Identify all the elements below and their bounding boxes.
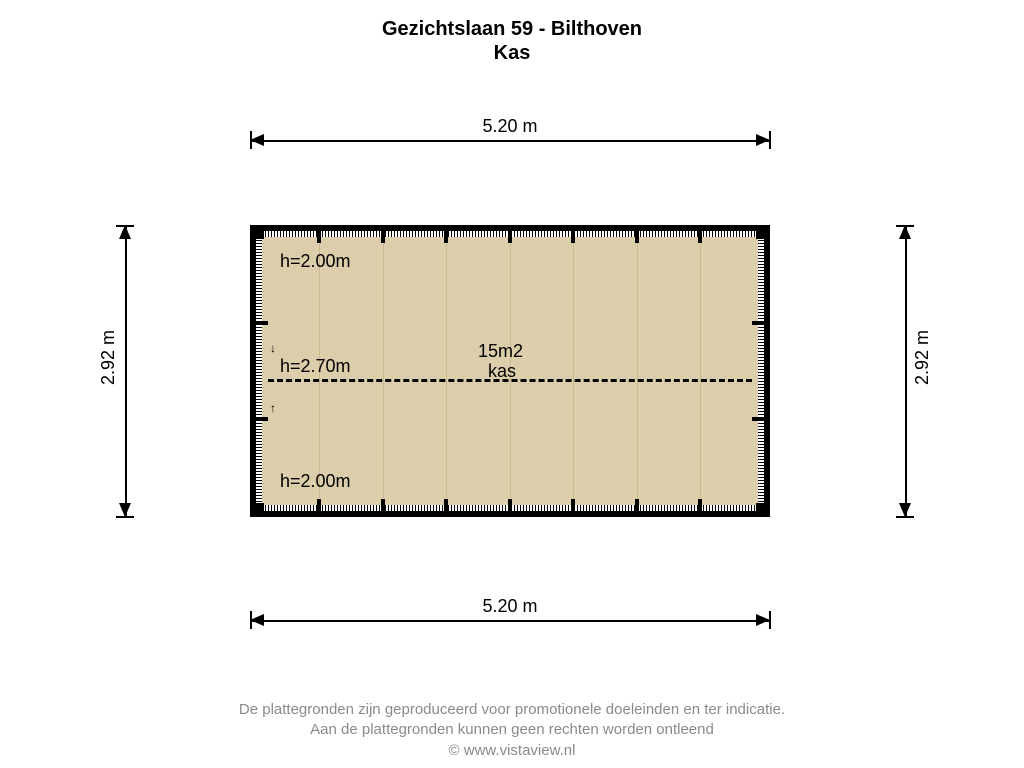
- footer: De plattegronden zijn geproduceerd voor …: [0, 700, 1024, 761]
- dim-bottom-line: [250, 620, 770, 622]
- mullion-right: [752, 417, 770, 421]
- corner-post: [756, 225, 770, 239]
- mullion-bottom: [698, 499, 702, 517]
- mullion-left: [250, 417, 268, 421]
- corner-post: [250, 225, 264, 239]
- page-title-line1: Gezichtslaan 59 - Bilthoven: [0, 18, 1024, 41]
- mullion-top: [508, 225, 512, 243]
- dim-left-arrow-top: [119, 225, 131, 239]
- dim-left-line: [125, 225, 127, 517]
- corner-post: [756, 503, 770, 517]
- dim-right-arrow-bottom: [899, 503, 911, 517]
- dim-bottom-label: 5.20 m: [250, 596, 770, 617]
- dim-top-label: 5.20 m: [250, 116, 770, 137]
- corner-post: [250, 503, 264, 517]
- floorplan-canvas: Gezichtslaan 59 - Bilthoven Kas 5.20 m 5…: [0, 0, 1024, 768]
- mullion-bottom: [508, 499, 512, 517]
- dim-top-line: [250, 140, 770, 142]
- mullion-top: [698, 225, 702, 243]
- panel-line: [637, 237, 638, 505]
- panel-line: [383, 237, 384, 505]
- footer-line3: © www.vistaview.nl: [0, 741, 1024, 761]
- dim-left-arrow-bottom: [119, 503, 131, 517]
- room-area-label: 15m2: [478, 341, 523, 362]
- footer-line1: De plattegronden zijn geproduceerd voor …: [0, 700, 1024, 720]
- mullion-top: [571, 225, 575, 243]
- eave-height-bottom-label: h=2.00m: [280, 471, 351, 492]
- mullion-top: [444, 225, 448, 243]
- room-name-label: kas: [488, 361, 516, 382]
- mullion-right: [752, 321, 770, 325]
- mullion-bottom: [444, 499, 448, 517]
- mullion-top: [635, 225, 639, 243]
- door-arrow-up-icon: ↑: [270, 401, 276, 415]
- dim-right-label: 2.92 m: [912, 330, 933, 385]
- mullion-left: [250, 321, 268, 325]
- wall-left: [256, 231, 262, 511]
- mullion-bottom: [317, 499, 321, 517]
- dim-right-arrow-top: [899, 225, 911, 239]
- footer-line2: Aan de plattegronden kunnen geen rechten…: [0, 720, 1024, 740]
- mullion-bottom: [635, 499, 639, 517]
- dim-right-line: [905, 225, 907, 517]
- mullion-top: [381, 225, 385, 243]
- room-kas: ↓ ↑ h=2.00m h=2.70m 15m2 kas h=2.00m: [250, 225, 770, 517]
- panel-line: [573, 237, 574, 505]
- ridge-height-label: h=2.70m: [280, 356, 351, 377]
- panel-line: [446, 237, 447, 505]
- door-arrow-down-icon: ↓: [270, 341, 276, 355]
- dim-left-label: 2.92 m: [98, 330, 119, 385]
- page-title-line2: Kas: [0, 42, 1024, 65]
- panel-line: [700, 237, 701, 505]
- mullion-bottom: [571, 499, 575, 517]
- eave-height-top-label: h=2.00m: [280, 251, 351, 272]
- mullion-bottom: [381, 499, 385, 517]
- wall-right: [758, 231, 764, 511]
- mullion-top: [317, 225, 321, 243]
